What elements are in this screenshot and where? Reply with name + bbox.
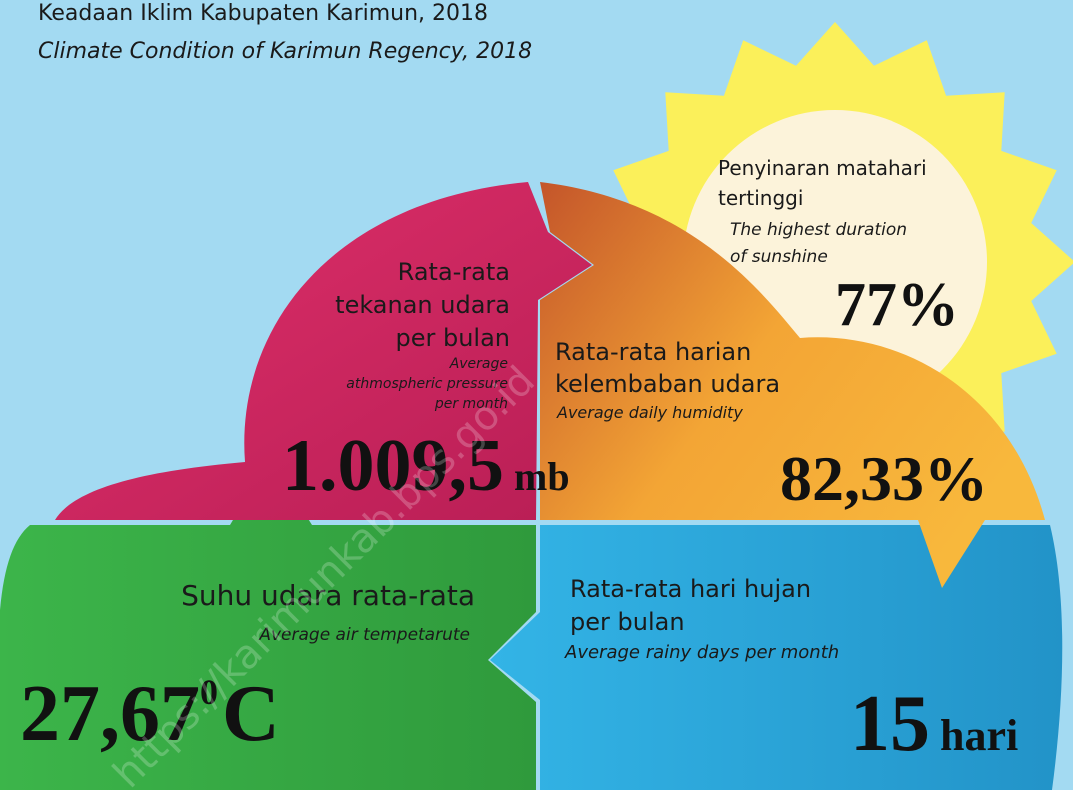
infographic: Keadaan Iklim Kabupaten Karimun, 2018 Cl… <box>0 0 1073 790</box>
humidity-label: Rata-rata harian <box>555 338 751 366</box>
humidity-label-en: Average daily humidity <box>556 403 743 422</box>
sunshine-label-en: The highest duration <box>730 220 907 240</box>
rain-label: Rata-rata hari hujan <box>570 575 811 603</box>
unit: mb <box>514 454 570 499</box>
value: 15 <box>850 680 930 768</box>
unit: hari <box>940 711 1018 760</box>
humidity-label: kelembaban udara <box>555 370 780 398</box>
sunshine-label-en: of sunshine <box>730 247 828 267</box>
subtitle: Climate Condition of Karimun Regency, 20… <box>38 39 532 64</box>
rain-label: per bulan <box>570 608 685 636</box>
page: { "header": { "title": "Keadaan Iklim Ka… <box>0 0 1073 790</box>
pressure-label: per bulan <box>395 324 510 352</box>
pressure-label: Rata-rata <box>398 258 510 286</box>
humidity-value: 82,33% <box>780 443 988 514</box>
pressure-label: tekanan udara <box>335 291 510 319</box>
title: Keadaan Iklim Kabupaten Karimun, 2018 <box>38 1 488 26</box>
sunshine-label: tertinggi <box>718 186 803 210</box>
sunshine-value: 77% <box>835 271 959 339</box>
sunshine-label: Penyinaran matahari <box>718 156 927 180</box>
rain-label-en: Average rainy days per month <box>564 642 839 663</box>
